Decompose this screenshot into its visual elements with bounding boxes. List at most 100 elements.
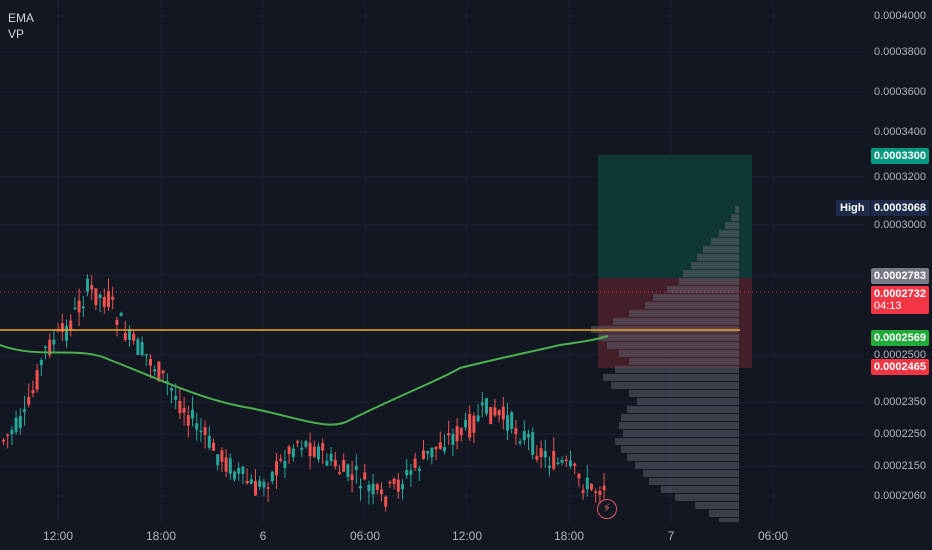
candle-body: [405, 470, 409, 476]
volume-bar: [643, 470, 739, 477]
price-tick: 0.0003200: [874, 171, 926, 183]
candle-body: [279, 458, 283, 461]
candlesticks: [2, 274, 606, 512]
candle-body: [6, 434, 10, 437]
price-tick: 0.0003800: [874, 46, 926, 58]
price-tick: 0.0003000: [874, 219, 926, 231]
candle-body: [312, 446, 316, 457]
volume-bar: [629, 358, 739, 365]
lightning-icon[interactable]: ⚡: [597, 499, 617, 519]
candle-body: [556, 462, 560, 465]
candle-body: [472, 415, 476, 433]
candle-body: [144, 353, 148, 356]
time-label: 18:00: [553, 529, 585, 543]
indicator-legend: EMA VP: [8, 10, 34, 42]
candle-body: [577, 473, 581, 479]
candle-body: [174, 395, 178, 400]
candle-body: [153, 369, 157, 372]
time-label: 6: [259, 529, 267, 543]
candle-body: [48, 339, 52, 356]
candle-body: [18, 415, 22, 429]
price-chart[interactable]: [0, 0, 864, 522]
candle-body: [489, 407, 493, 424]
candle-body: [111, 296, 115, 300]
candle-body: [338, 472, 341, 474]
price-axis[interactable]: 0.0004000 0.0003800 0.0003600 0.0003400 …: [864, 0, 932, 522]
price-tick: 0.0002060: [874, 490, 926, 502]
candle-body: [413, 458, 417, 468]
candle-body: [527, 433, 530, 438]
candle-body: [275, 461, 278, 476]
volume-bar: [661, 486, 739, 493]
volume-bar: [637, 398, 739, 405]
candle-body: [333, 459, 337, 467]
target-price-tag: 0.0003300: [871, 148, 929, 164]
candle-body: [216, 454, 220, 466]
candle-body: [321, 443, 325, 451]
candle-body: [392, 478, 396, 484]
chart-grid: [0, 0, 864, 522]
candle-body: [224, 457, 228, 472]
candle-body: [543, 451, 547, 458]
candle-body: [480, 402, 484, 406]
candle-body: [514, 428, 518, 435]
candle-body: [52, 339, 56, 345]
price-tick: 0.0004000: [874, 10, 926, 22]
candle-body: [518, 441, 522, 444]
volume-bar: [603, 374, 739, 381]
candle-body: [287, 446, 291, 455]
volume-bar: [615, 366, 739, 373]
candle-body: [86, 278, 89, 292]
candle-body: [493, 407, 497, 416]
candle-body: [241, 466, 245, 474]
candle-body: [573, 463, 577, 466]
candle-body: [375, 484, 379, 490]
price-tick: 0.0003600: [874, 86, 926, 98]
candle-body: [560, 460, 564, 463]
time-label: 06:00: [757, 529, 789, 543]
volume-bar: [621, 414, 739, 421]
candle-body: [447, 433, 451, 436]
time-axis[interactable]: 12:00 18:00 6 06:00 12:00 18:00 7 06:00: [0, 522, 864, 550]
volume-bar: [653, 294, 739, 301]
volume-bar: [667, 286, 739, 293]
candle-body: [212, 442, 215, 451]
vp-indicator-label[interactable]: VP: [8, 27, 25, 41]
volume-bar: [711, 238, 739, 245]
ema-indicator-label[interactable]: EMA: [8, 11, 35, 25]
candle-body: [296, 441, 299, 443]
candle-body: [283, 460, 287, 469]
candle-body: [254, 481, 257, 496]
candle-body: [266, 487, 270, 489]
time-label: 18:00: [145, 529, 177, 543]
volume-bar: [691, 262, 739, 269]
candle-body: [569, 460, 572, 467]
candle-body: [102, 296, 106, 307]
volume-bar: [615, 438, 739, 445]
volume-bar: [619, 422, 739, 429]
candle-body: [186, 415, 190, 426]
candle-body: [115, 319, 119, 325]
volume-bar: [635, 462, 739, 469]
volume-bar: [627, 454, 739, 461]
candle-body: [342, 460, 346, 472]
candle-body: [531, 432, 535, 455]
volume-bar: [611, 382, 739, 389]
volume-profile: [591, 206, 739, 522]
bar-countdown: 04:13: [874, 300, 902, 312]
candle-body: [485, 398, 488, 414]
candle-body: [119, 312, 123, 317]
candle-body: [90, 285, 94, 290]
candle-body: [497, 410, 501, 416]
volume-bar: [623, 430, 739, 437]
volume-bar: [697, 254, 739, 261]
volume-bar: [731, 214, 739, 221]
candle-body: [590, 483, 593, 490]
candle-body: [371, 483, 375, 495]
candle-body: [417, 468, 421, 471]
candle-body: [161, 370, 165, 374]
candle-body: [123, 332, 127, 340]
candle-body: [468, 414, 472, 438]
entry-price-tag: 0.0002783: [871, 268, 929, 284]
volume-bar: [703, 246, 739, 253]
